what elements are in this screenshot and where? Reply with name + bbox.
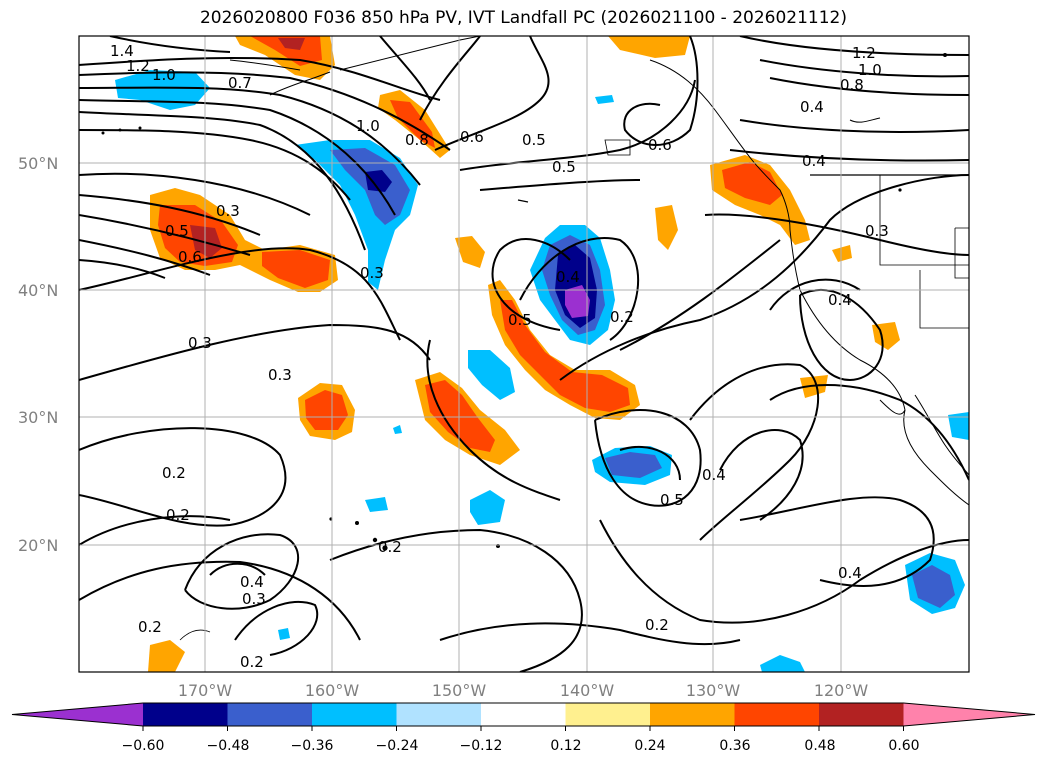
colorbar-tick-label: 0.12 [550, 738, 581, 754]
contour-label: 0.4 [240, 573, 264, 591]
contour-label: 0.2 [240, 653, 264, 671]
contour-label: 0.6 [178, 248, 202, 266]
lon-label: 150°W [432, 681, 487, 700]
contour-labels: 1.4 1.2 1.0 0.7 1.0 0.8 0.6 0.5 0.5 0.6 … [110, 42, 889, 671]
colorbar-tick-labels: −0.60 −0.48 −0.36 −0.24 −0.12 0.12 0.24 … [122, 738, 920, 754]
colorbar-tick-label: 0.24 [634, 738, 665, 754]
contour-label: 0.2 [138, 618, 162, 636]
contour-label: 0.2 [645, 616, 669, 634]
colorbar-tick-label: 0.36 [719, 738, 750, 754]
contour-label: 1.4 [110, 42, 134, 60]
longitude-labels: 170°W 160°W 150°W 140°W 130°W 120°W [178, 681, 869, 700]
lat-label: 50°N [18, 154, 58, 173]
contour-label: 0.5 [522, 131, 546, 149]
colorbar-segment [227, 703, 313, 726]
contour-label: 0.3 [360, 264, 384, 282]
contour-label: 0.4 [828, 291, 852, 309]
lon-label: 160°W [305, 681, 360, 700]
contour-label: 0.3 [268, 366, 292, 384]
contour-label: 0.2 [166, 506, 190, 524]
colorbar-segment [734, 703, 820, 726]
pv-anomaly-shading [115, 36, 969, 672]
contour-label: 0.4 [800, 98, 824, 116]
map-frame [78, 35, 970, 673]
contour-label: 0.3 [188, 334, 212, 352]
contour-label: 0.5 [165, 222, 189, 240]
contour-label: 0.3 [216, 202, 240, 220]
map-plot-area: 1.4 1.2 1.0 0.7 1.0 0.8 0.6 0.5 0.5 0.6 … [79, 36, 969, 672]
contour-label: 1.0 [152, 66, 176, 84]
lon-label: 170°W [178, 681, 233, 700]
contour-label: 0.6 [648, 136, 672, 154]
colorbar-tick-label: 0.48 [804, 738, 835, 754]
colorbar-tick-label: −0.48 [207, 738, 250, 754]
colorbar-tick-label: −0.24 [376, 738, 419, 754]
colorbar-segment [819, 703, 904, 726]
colorbar-tick-label: −0.36 [291, 738, 334, 754]
latitude-labels: 50°N 40°N 30°N 20°N [18, 154, 58, 555]
contour-label: 0.2 [378, 538, 402, 556]
lat-label: 40°N [18, 281, 58, 300]
colorbar [11, 702, 1036, 731]
contour-label: 0.2 [610, 308, 634, 326]
lat-label: 20°N [18, 536, 58, 555]
contour-label: 1.2 [126, 57, 150, 75]
lon-label: 140°W [560, 681, 615, 700]
coastlines [179, 36, 969, 641]
colorbar-segment [650, 703, 735, 726]
map-title: 2026020800 F036 850 hPa PV, IVT Landfall… [199, 8, 847, 28]
lat-label: 30°N [18, 408, 58, 427]
contour-label: 0.4 [556, 268, 580, 286]
contour-label: 0.4 [702, 466, 726, 484]
lon-label: 120°W [814, 681, 869, 700]
contour-label: 0.8 [405, 131, 429, 149]
contour-label: 0.4 [802, 152, 826, 170]
contour-label: 0.3 [242, 590, 266, 608]
colorbar-segment [143, 703, 228, 726]
colorbar-segment [565, 703, 651, 726]
contour-label: 1.0 [858, 61, 882, 79]
contour-label: 0.5 [552, 158, 576, 176]
colorbar-segment [312, 703, 397, 726]
colorbar-extend-high [903, 703, 1035, 726]
colorbar-extend-low [12, 703, 143, 726]
contour-label: 1.2 [852, 44, 876, 62]
contour-label: 0.3 [865, 222, 889, 240]
contour-label: 0.7 [228, 74, 252, 92]
colorbar-tick-label: −0.60 [122, 738, 165, 754]
colorbar-segment [396, 703, 482, 726]
lon-label: 130°W [686, 681, 741, 700]
contour-label: 0.8 [840, 76, 864, 94]
colorbar-tick-label: −0.12 [460, 738, 503, 754]
contour-label: 0.5 [508, 311, 532, 329]
contour-label: 0.5 [660, 491, 684, 509]
colorbar-segment [481, 703, 566, 726]
gridlines [79, 36, 969, 672]
contour-label: 0.6 [460, 128, 484, 146]
contour-label: 1.0 [356, 117, 380, 135]
contour-label: 0.4 [838, 564, 862, 582]
colorbar-tick-label: 0.60 [888, 738, 919, 754]
contour-label: 0.2 [162, 464, 186, 482]
